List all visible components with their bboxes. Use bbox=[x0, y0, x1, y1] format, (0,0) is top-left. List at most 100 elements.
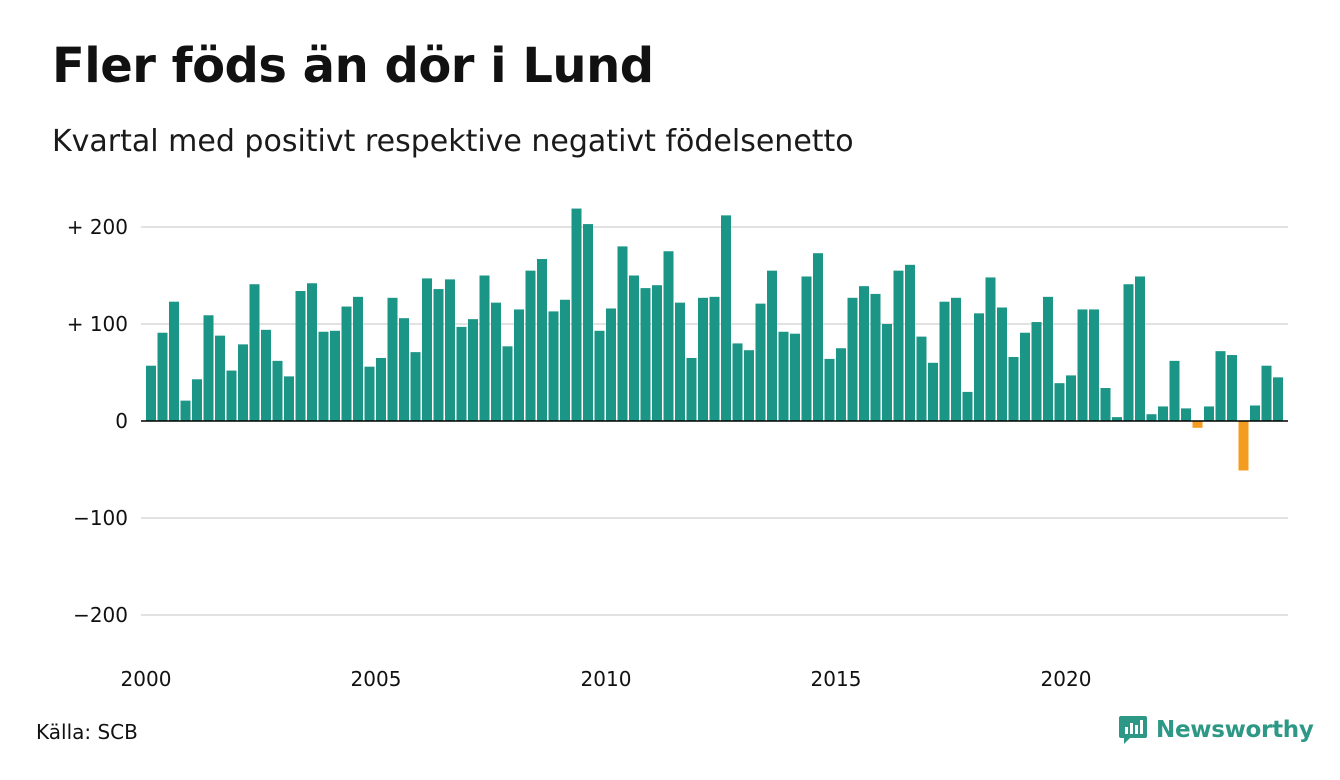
bar bbox=[882, 324, 892, 421]
bar bbox=[1100, 388, 1111, 421]
bar bbox=[675, 302, 685, 421]
bar bbox=[157, 332, 168, 421]
bar bbox=[1250, 405, 1260, 421]
bar bbox=[238, 344, 248, 421]
bar bbox=[330, 330, 340, 421]
chart-title: Fler föds än dör i Lund bbox=[52, 38, 654, 94]
bar bbox=[1123, 284, 1134, 421]
bar bbox=[1215, 351, 1226, 421]
bar bbox=[399, 318, 409, 421]
bar bbox=[192, 379, 202, 421]
bar bbox=[698, 297, 708, 421]
bar bbox=[491, 302, 501, 421]
bar bbox=[859, 286, 869, 421]
bar bbox=[537, 259, 547, 421]
bar bbox=[847, 297, 858, 421]
bar bbox=[709, 296, 720, 421]
bar bbox=[203, 315, 214, 421]
bar bbox=[146, 365, 156, 421]
bar bbox=[778, 331, 789, 421]
bar bbox=[468, 319, 478, 421]
source-label: Källa: SCB bbox=[36, 720, 138, 744]
bar bbox=[744, 350, 754, 421]
bar bbox=[583, 224, 593, 421]
bar bbox=[571, 208, 582, 421]
bar bbox=[1181, 408, 1191, 421]
bar bbox=[767, 270, 777, 421]
bar bbox=[813, 253, 823, 421]
bar bbox=[456, 326, 467, 421]
bar bbox=[1054, 383, 1065, 421]
bar bbox=[1169, 360, 1180, 421]
bar bbox=[364, 366, 375, 421]
bar-series bbox=[146, 208, 1283, 471]
bar bbox=[1204, 406, 1214, 421]
bar bbox=[686, 357, 697, 421]
bar bbox=[502, 346, 513, 421]
bar bbox=[939, 301, 950, 421]
bar bbox=[962, 391, 973, 421]
bar bbox=[824, 358, 835, 421]
bar bbox=[721, 215, 731, 421]
bar bbox=[617, 246, 628, 421]
bar bbox=[226, 370, 237, 421]
x-tick-label: 2015 bbox=[811, 667, 862, 691]
bar bbox=[893, 270, 904, 421]
y-tick-label: −100 bbox=[73, 506, 128, 530]
bar bbox=[1158, 406, 1168, 421]
bar bbox=[606, 308, 616, 421]
y-tick-label: −200 bbox=[73, 603, 128, 627]
bar bbox=[1238, 421, 1249, 471]
bar bbox=[215, 335, 225, 421]
bar bbox=[1135, 276, 1145, 421]
bar bbox=[353, 296, 363, 421]
bar bbox=[985, 277, 996, 421]
y-tick-label: 0 bbox=[115, 409, 128, 433]
bar bbox=[905, 264, 915, 421]
bar bbox=[1066, 375, 1076, 421]
bar bbox=[974, 313, 984, 421]
newsworthy-logo-icon bbox=[1119, 716, 1147, 744]
bar bbox=[663, 251, 674, 421]
bar bbox=[387, 297, 398, 421]
bar bbox=[997, 307, 1007, 421]
bar bbox=[928, 362, 938, 421]
bar bbox=[272, 360, 283, 421]
y-tick-label: + 100 bbox=[67, 312, 128, 336]
brand-name: Newsworthy bbox=[1156, 717, 1314, 743]
bar bbox=[422, 278, 432, 421]
bar bbox=[445, 279, 455, 421]
bar bbox=[525, 270, 536, 421]
chart-subtitle: Kvartal med positivt respektive negativt… bbox=[52, 124, 854, 159]
y-tick-label: + 200 bbox=[67, 215, 128, 239]
x-tick-label: 2020 bbox=[1041, 667, 1092, 691]
bar bbox=[629, 275, 639, 421]
bar bbox=[318, 331, 329, 421]
bar bbox=[560, 299, 570, 421]
bar bbox=[1089, 309, 1099, 421]
bar bbox=[479, 275, 490, 421]
bar bbox=[1273, 377, 1283, 421]
brand-logo[interactable]: Newsworthy bbox=[1118, 714, 1314, 746]
x-tick-label: 2010 bbox=[581, 667, 632, 691]
bar bbox=[1112, 417, 1122, 421]
bar bbox=[1043, 296, 1053, 421]
x-tick-label: 2000 bbox=[121, 667, 172, 691]
bar bbox=[376, 357, 386, 421]
x-tick-label: 2005 bbox=[351, 667, 402, 691]
bar bbox=[548, 311, 559, 421]
bar bbox=[640, 288, 651, 421]
bar bbox=[1261, 365, 1272, 421]
bar bbox=[1227, 355, 1237, 421]
bar bbox=[307, 283, 317, 421]
bar bbox=[249, 284, 260, 421]
bar bbox=[261, 329, 271, 421]
bar bbox=[594, 330, 605, 421]
bar bbox=[295, 291, 306, 421]
bar bbox=[652, 285, 662, 421]
bar bbox=[1192, 421, 1203, 428]
axes: + 200 + 100 0 −100 −200 2000 2005 2010 2015 2020 bbox=[67, 215, 1288, 691]
bar bbox=[514, 309, 524, 421]
bar bbox=[790, 333, 800, 421]
